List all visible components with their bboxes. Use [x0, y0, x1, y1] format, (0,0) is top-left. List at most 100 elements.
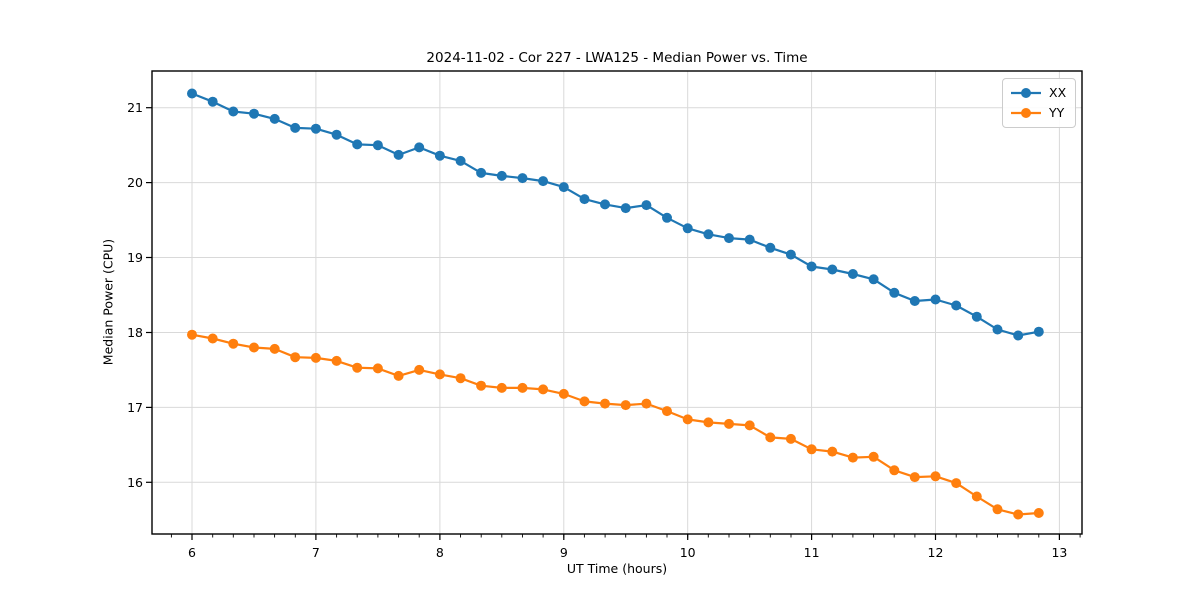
- x-tick-label: 6: [188, 545, 196, 560]
- series-xx-marker: [434, 150, 445, 161]
- series-xx-marker: [744, 234, 755, 245]
- series-yy-marker: [641, 398, 652, 409]
- series-yy-marker: [496, 382, 507, 393]
- series-xx-marker: [971, 311, 982, 322]
- series-yy-marker: [290, 352, 301, 363]
- chart-title: 2024-11-02 - Cor 227 - LWA125 - Median P…: [426, 50, 808, 66]
- series-yy-marker: [352, 362, 363, 373]
- series-xx-marker: [476, 167, 487, 178]
- series-yy-marker: [414, 364, 425, 375]
- series-yy-marker: [228, 338, 239, 349]
- series-yy-marker: [372, 363, 383, 374]
- series-xx-marker: [703, 229, 714, 240]
- series-xx-marker: [290, 122, 301, 133]
- series-yy-marker: [455, 373, 466, 384]
- series-yy-marker: [827, 446, 838, 457]
- series-yy-marker: [662, 406, 672, 417]
- series-yy-marker: [889, 465, 900, 476]
- y-tick-label: 17: [127, 400, 143, 415]
- y-tick-label: 21: [127, 100, 143, 115]
- x-tick-label: 13: [1051, 545, 1067, 560]
- series-xx-marker: [331, 129, 342, 140]
- series-yy-marker: [703, 417, 714, 428]
- series-xx-marker: [620, 203, 631, 214]
- series-xx-marker: [1013, 330, 1024, 341]
- y-tick-label: 16: [127, 475, 143, 490]
- series-yy-marker: [744, 420, 755, 431]
- series-xx-marker: [600, 199, 610, 210]
- legend: XX YY: [1002, 78, 1076, 128]
- series-xx-marker: [517, 173, 528, 184]
- series-xx-marker: [868, 274, 879, 285]
- x-tick-label: 12: [928, 545, 944, 560]
- y-tick-label: 20: [127, 175, 143, 190]
- series-yy-marker: [806, 444, 817, 455]
- series-xx-marker: [889, 287, 900, 298]
- series-yy-marker: [517, 382, 528, 393]
- x-axis-label: UT Time (hours): [566, 561, 668, 576]
- series-xx-marker: [909, 296, 920, 306]
- series-yy-marker: [1033, 508, 1044, 518]
- series-yy-marker: [951, 478, 962, 489]
- legend-item-yy: YY: [1010, 103, 1068, 123]
- x-tick-label: 8: [436, 545, 444, 560]
- series-yy-marker: [785, 433, 796, 444]
- series-yy-marker: [992, 504, 1003, 515]
- series-xx-marker: [641, 200, 652, 211]
- series-yy-marker: [909, 472, 920, 483]
- series-xx-marker: [207, 96, 218, 107]
- legend-sample-yy-icon: [1011, 108, 1041, 118]
- series-xx-marker: [538, 176, 549, 187]
- series-xx-marker: [579, 194, 590, 205]
- series-xx-marker: [785, 249, 796, 260]
- series-yy-marker: [558, 388, 569, 399]
- series-xx-marker: [765, 242, 776, 253]
- series-xx-marker: [496, 170, 507, 181]
- legend-item-xx: XX: [1010, 83, 1068, 103]
- series-yy-marker: [682, 414, 693, 425]
- series-yy-marker: [393, 370, 404, 381]
- series-xx-marker: [393, 149, 404, 160]
- series-xx-marker: [662, 212, 672, 223]
- series-xx-marker: [992, 324, 1003, 335]
- series-yy-marker: [971, 491, 982, 502]
- plot-spines: [151, 70, 1083, 535]
- y-tick-label: 19: [127, 250, 143, 265]
- series-yy-marker: [579, 396, 590, 407]
- x-tick-label: 10: [680, 545, 696, 560]
- series-yy-marker: [765, 432, 776, 443]
- series-xx-marker: [228, 106, 239, 117]
- series-xx-marker: [724, 233, 734, 244]
- legend-label-yy: YY: [1049, 105, 1065, 120]
- series-xx-marker: [310, 123, 321, 134]
- series-yy-marker: [310, 352, 321, 363]
- series-yy-marker: [930, 471, 941, 482]
- series-xx-marker: [682, 223, 693, 234]
- x-tick-label: 9: [560, 545, 568, 560]
- series-xx-marker: [558, 182, 569, 193]
- series-yy-marker: [724, 418, 734, 429]
- series-xx-marker: [1033, 326, 1044, 337]
- series-yy-marker: [331, 355, 342, 366]
- series-yy-marker: [249, 342, 259, 353]
- series-xx-marker: [930, 294, 941, 305]
- series-yy-marker: [1013, 509, 1024, 520]
- x-tick-label: 11: [804, 545, 820, 560]
- series-xx-marker: [847, 269, 858, 279]
- y-tick-label: 18: [127, 325, 143, 340]
- series-yy-marker: [847, 452, 858, 463]
- series-xx-marker: [951, 300, 962, 311]
- series-xx-marker: [187, 88, 197, 99]
- series-xx-marker: [352, 139, 363, 150]
- series-yy-marker: [868, 451, 879, 462]
- series-xx-marker: [249, 108, 259, 119]
- legend-sample-xx-icon: [1011, 88, 1041, 98]
- series-xx-marker: [827, 264, 838, 275]
- series-xx-marker: [269, 113, 280, 124]
- x-tick-label: 7: [312, 545, 320, 560]
- series-xx-marker: [806, 261, 817, 272]
- series-xx-marker: [372, 140, 383, 151]
- series-yy-marker: [207, 333, 218, 344]
